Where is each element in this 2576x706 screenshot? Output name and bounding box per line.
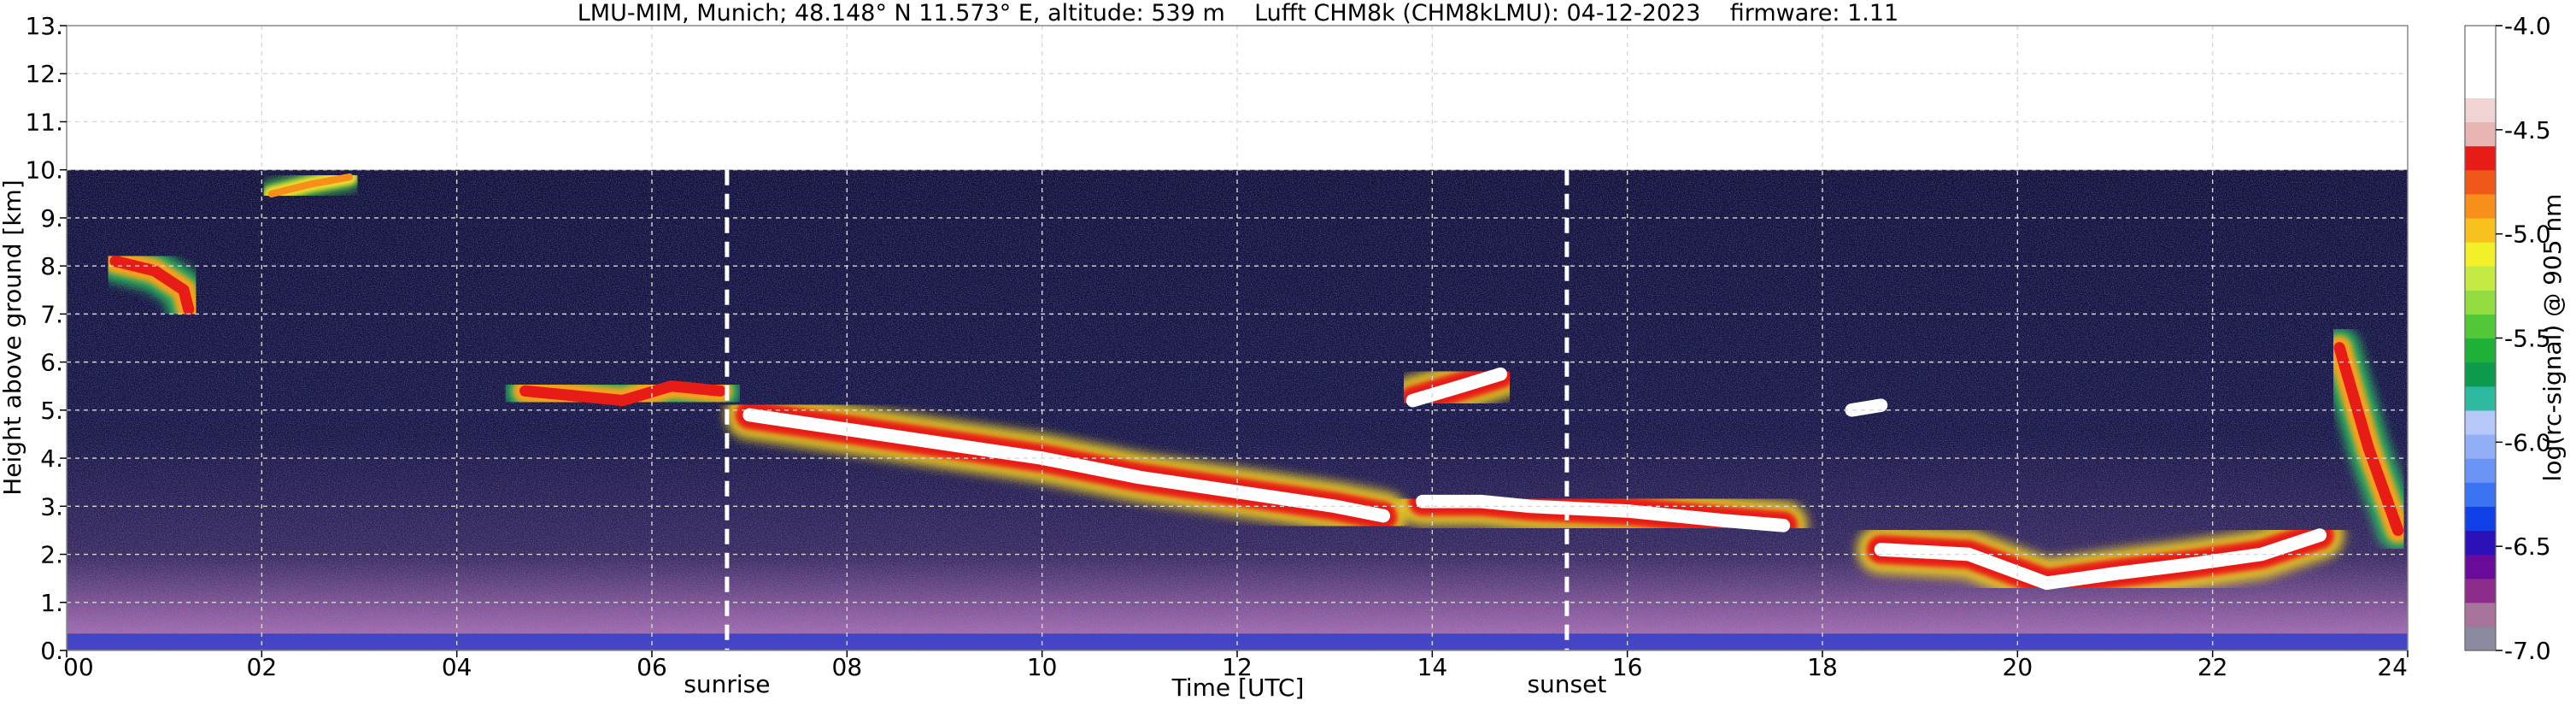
colorbar-segment bbox=[2465, 97, 2496, 123]
feature-low-cloud-7 bbox=[1856, 510, 2344, 608]
colorbar-segment bbox=[2465, 458, 2496, 483]
feature-virga-2 bbox=[504, 365, 742, 421]
feature-cloud-layer-3 bbox=[725, 390, 1408, 541]
y-axis: 0. 1. 2. 3. 4. 5. 6. 7. 8. 9. 10. 11. 12. 13. bbox=[25, 12, 67, 665]
colorbar-segment bbox=[2465, 121, 2496, 147]
colorbar-tick-label: -5.5 bbox=[2504, 325, 2551, 353]
feature-cloud-patch-8 bbox=[2318, 327, 2419, 551]
y-tick-label: 0. bbox=[40, 637, 63, 665]
colorbar-segment bbox=[2465, 482, 2496, 507]
chart-title: LMU-MIM, Munich; 48.148° N 11.573° E, al… bbox=[578, 0, 1898, 26]
y-tick-label: 11. bbox=[25, 108, 63, 136]
feature-cloud-patch-5 bbox=[1388, 350, 1525, 426]
feature-cirrus-0 bbox=[94, 240, 209, 330]
x-axis-label: Time [UTC] bbox=[1171, 674, 1305, 702]
colorbar-segment bbox=[2465, 314, 2496, 339]
y-tick-label: 12. bbox=[25, 60, 63, 88]
colorbar-segment bbox=[2465, 217, 2496, 243]
colorbar-segment bbox=[2465, 193, 2496, 219]
x-tick-label: 10 bbox=[1027, 653, 1058, 681]
y-axis-label: Height above ground [km] bbox=[0, 179, 26, 496]
x-tick-label: 06 bbox=[637, 653, 667, 681]
colorbar-segment bbox=[2465, 145, 2496, 171]
colorbar-tick-label: -4.0 bbox=[2504, 12, 2551, 40]
y-tick-label: 5. bbox=[40, 397, 63, 425]
feature-cloud-patch-6 bbox=[1827, 380, 1906, 435]
colorbar-segment bbox=[2465, 626, 2496, 651]
colorbar-segment bbox=[2465, 338, 2496, 363]
y-tick-label: 10. bbox=[25, 156, 63, 185]
colorbar-label: log(rc-signal) @ 905 nm bbox=[2538, 194, 2567, 482]
colorbar-segment bbox=[2465, 602, 2496, 627]
x-tick-label: 02 bbox=[247, 653, 278, 681]
feature-cirrus-1 bbox=[258, 163, 363, 208]
colorbar-segment bbox=[2465, 530, 2496, 556]
y-tick-label: 3. bbox=[40, 492, 63, 521]
colorbar-segment bbox=[2465, 506, 2496, 532]
colorbar-segment bbox=[2465, 50, 2496, 74]
y-tick-label: 6. bbox=[40, 349, 63, 377]
colorbar-segment bbox=[2465, 409, 2496, 435]
y-tick-label: 2. bbox=[40, 541, 63, 569]
y-tick-label: 9. bbox=[40, 204, 63, 232]
colorbar-tick-label: -6.5 bbox=[2504, 532, 2551, 561]
sun-markers bbox=[725, 169, 1570, 650]
colorbar-segment bbox=[2465, 554, 2496, 580]
y-tick-label: 8. bbox=[40, 252, 63, 280]
colorbar: -7.0 -6.5 -6.0 -5.5 -5.0 -4.5 -4.0 bbox=[2464, 12, 2551, 665]
y-tick-label: 7. bbox=[40, 300, 63, 328]
sunrise-label: sunrise bbox=[684, 670, 770, 698]
x-tick-label: 04 bbox=[442, 653, 472, 681]
colorbar-segment bbox=[2465, 266, 2496, 291]
x-tick-label: 12 bbox=[1222, 653, 1253, 681]
x-tick-label: 08 bbox=[832, 653, 863, 681]
plot-area bbox=[66, 25, 2419, 651]
grid bbox=[67, 26, 2408, 650]
colorbar-tick-label: -4.5 bbox=[2504, 116, 2551, 144]
y-tick-label: 4. bbox=[40, 444, 63, 473]
x-tick-label: 16 bbox=[1612, 653, 1643, 681]
colorbar-segment bbox=[2465, 433, 2496, 459]
colorbar-segment bbox=[2465, 362, 2496, 387]
feature-cloud-layer-4 bbox=[1398, 477, 1808, 550]
colorbar-segment bbox=[2465, 26, 2496, 50]
x-tick-label: 00 bbox=[63, 653, 94, 681]
x-tick-label: 20 bbox=[2003, 653, 2033, 681]
colorbar-segment bbox=[2465, 169, 2496, 195]
x-axis: 00 02 04 06 08 10 12 14 16 18 20 22 24 bbox=[63, 650, 2409, 681]
colorbar-segment bbox=[2465, 385, 2496, 411]
x-tick-label: 14 bbox=[1417, 653, 1448, 681]
colorbar-segment bbox=[2465, 74, 2496, 98]
x-tick-label: 18 bbox=[1807, 653, 1838, 681]
y-tick-label: 13. bbox=[25, 12, 63, 40]
colorbar-segment bbox=[2465, 290, 2496, 315]
colorbar-tick-label: -5.0 bbox=[2504, 221, 2551, 249]
sunset-label: sunset bbox=[1527, 670, 1606, 698]
colorbar-tick-label: -6.0 bbox=[2504, 428, 2551, 456]
colorbar-segment bbox=[2465, 242, 2496, 267]
colorbar-segment bbox=[2465, 578, 2496, 603]
x-tick-label: 22 bbox=[2198, 653, 2228, 681]
colorbar-tick-label: -7.0 bbox=[2504, 637, 2551, 665]
x-tick-label: 24 bbox=[2377, 653, 2408, 681]
y-tick-label: 1. bbox=[40, 589, 63, 617]
